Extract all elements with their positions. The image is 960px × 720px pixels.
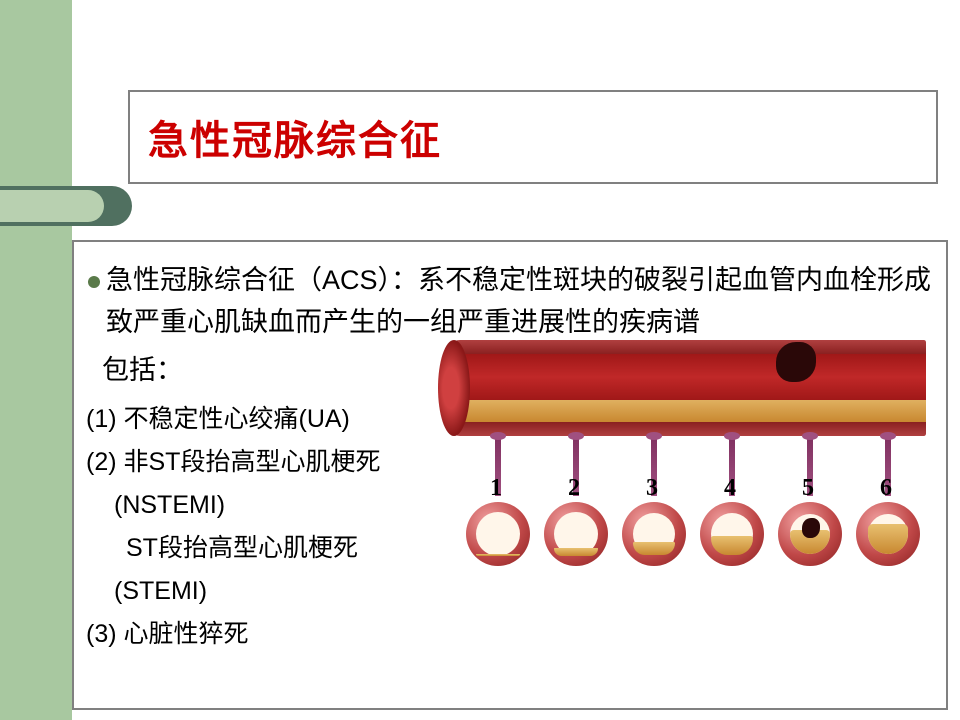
plaque-crescent	[554, 548, 598, 556]
accent-bar-fill	[0, 190, 104, 222]
left-sidebar	[0, 0, 72, 720]
accent-bar	[0, 186, 132, 226]
artery-diagram: 123456	[436, 330, 936, 590]
vessel-end-cap	[438, 340, 470, 436]
plaque-crescent	[633, 542, 675, 555]
thrombus-icon	[776, 342, 816, 382]
cross-section	[466, 502, 530, 566]
artery-lumen	[476, 512, 520, 556]
cross-section	[622, 502, 686, 566]
content-box: 急性冠脉综合征（ACS）：系不稳定性斑块的破裂引起血管内血栓形成致严重心肌缺血而…	[72, 240, 948, 710]
cross-section	[544, 502, 608, 566]
vessel-lumen	[446, 354, 926, 400]
cross-section	[778, 502, 842, 566]
thrombus-icon	[802, 518, 820, 538]
vessel-wall-bottom	[446, 422, 926, 436]
list-item: (3) 心脏性猝死	[86, 613, 934, 656]
vessel-longitudinal	[446, 340, 926, 436]
bullet-icon	[88, 276, 100, 288]
plaque-crescent	[476, 554, 520, 556]
cross-section	[700, 502, 764, 566]
vessel-plaque-layer	[446, 400, 926, 422]
vessel-wall-top	[446, 340, 926, 354]
slide-title: 急性冠脉综合征	[148, 108, 442, 166]
cross-section	[856, 502, 920, 566]
title-box: 急性冠脉综合征	[128, 90, 938, 184]
